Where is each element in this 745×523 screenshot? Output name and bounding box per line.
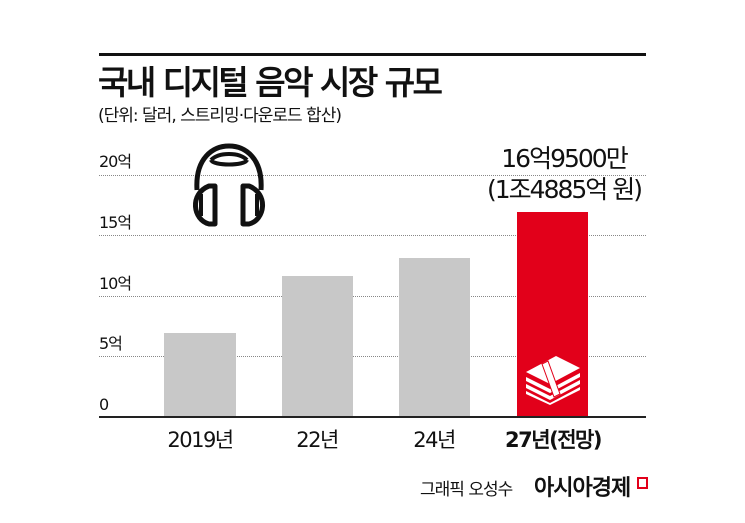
x-axis-baseline (99, 416, 646, 418)
x-label-2019: 2019년 (167, 428, 234, 452)
brand-logo: 아시아경제 (534, 476, 631, 501)
annotation-dollar: 16억9500만 (501, 144, 628, 173)
y-tick-15: 15억 (99, 213, 132, 232)
headphones-icon (183, 142, 275, 232)
bar-2024 (399, 258, 470, 417)
y-tick-5: 5억 (99, 334, 123, 353)
annotation-won: (1조4885억 원) (487, 175, 643, 204)
graphic-credit: 그래픽 오성수 (420, 480, 513, 500)
chart-subtitle: (단위: 달러, 스트리밍·다운로드 합산) (98, 106, 342, 126)
gridline-5 (99, 356, 646, 357)
y-tick-0: 0 (99, 395, 109, 414)
gridline-10 (99, 296, 646, 297)
brand-mark-icon (637, 477, 648, 489)
bar-2022 (282, 276, 353, 417)
x-label-2022: 22년 (296, 428, 339, 452)
gridline-20 (99, 175, 646, 176)
top-rule (99, 53, 646, 56)
money-stack-icon (522, 350, 582, 405)
bar-2019 (164, 333, 236, 417)
y-tick-10: 10억 (99, 274, 132, 293)
y-tick-20: 20억 (99, 152, 132, 171)
x-label-2027: 27년(전망) (505, 428, 602, 452)
forecast-value-annotation: 16억9500만 (1조4885억 원) (454, 143, 674, 205)
x-label-2024: 24년 (413, 428, 456, 452)
gridline-15 (99, 235, 646, 236)
chart-title: 국내 디지털 음악 시장 규모 (98, 63, 443, 102)
